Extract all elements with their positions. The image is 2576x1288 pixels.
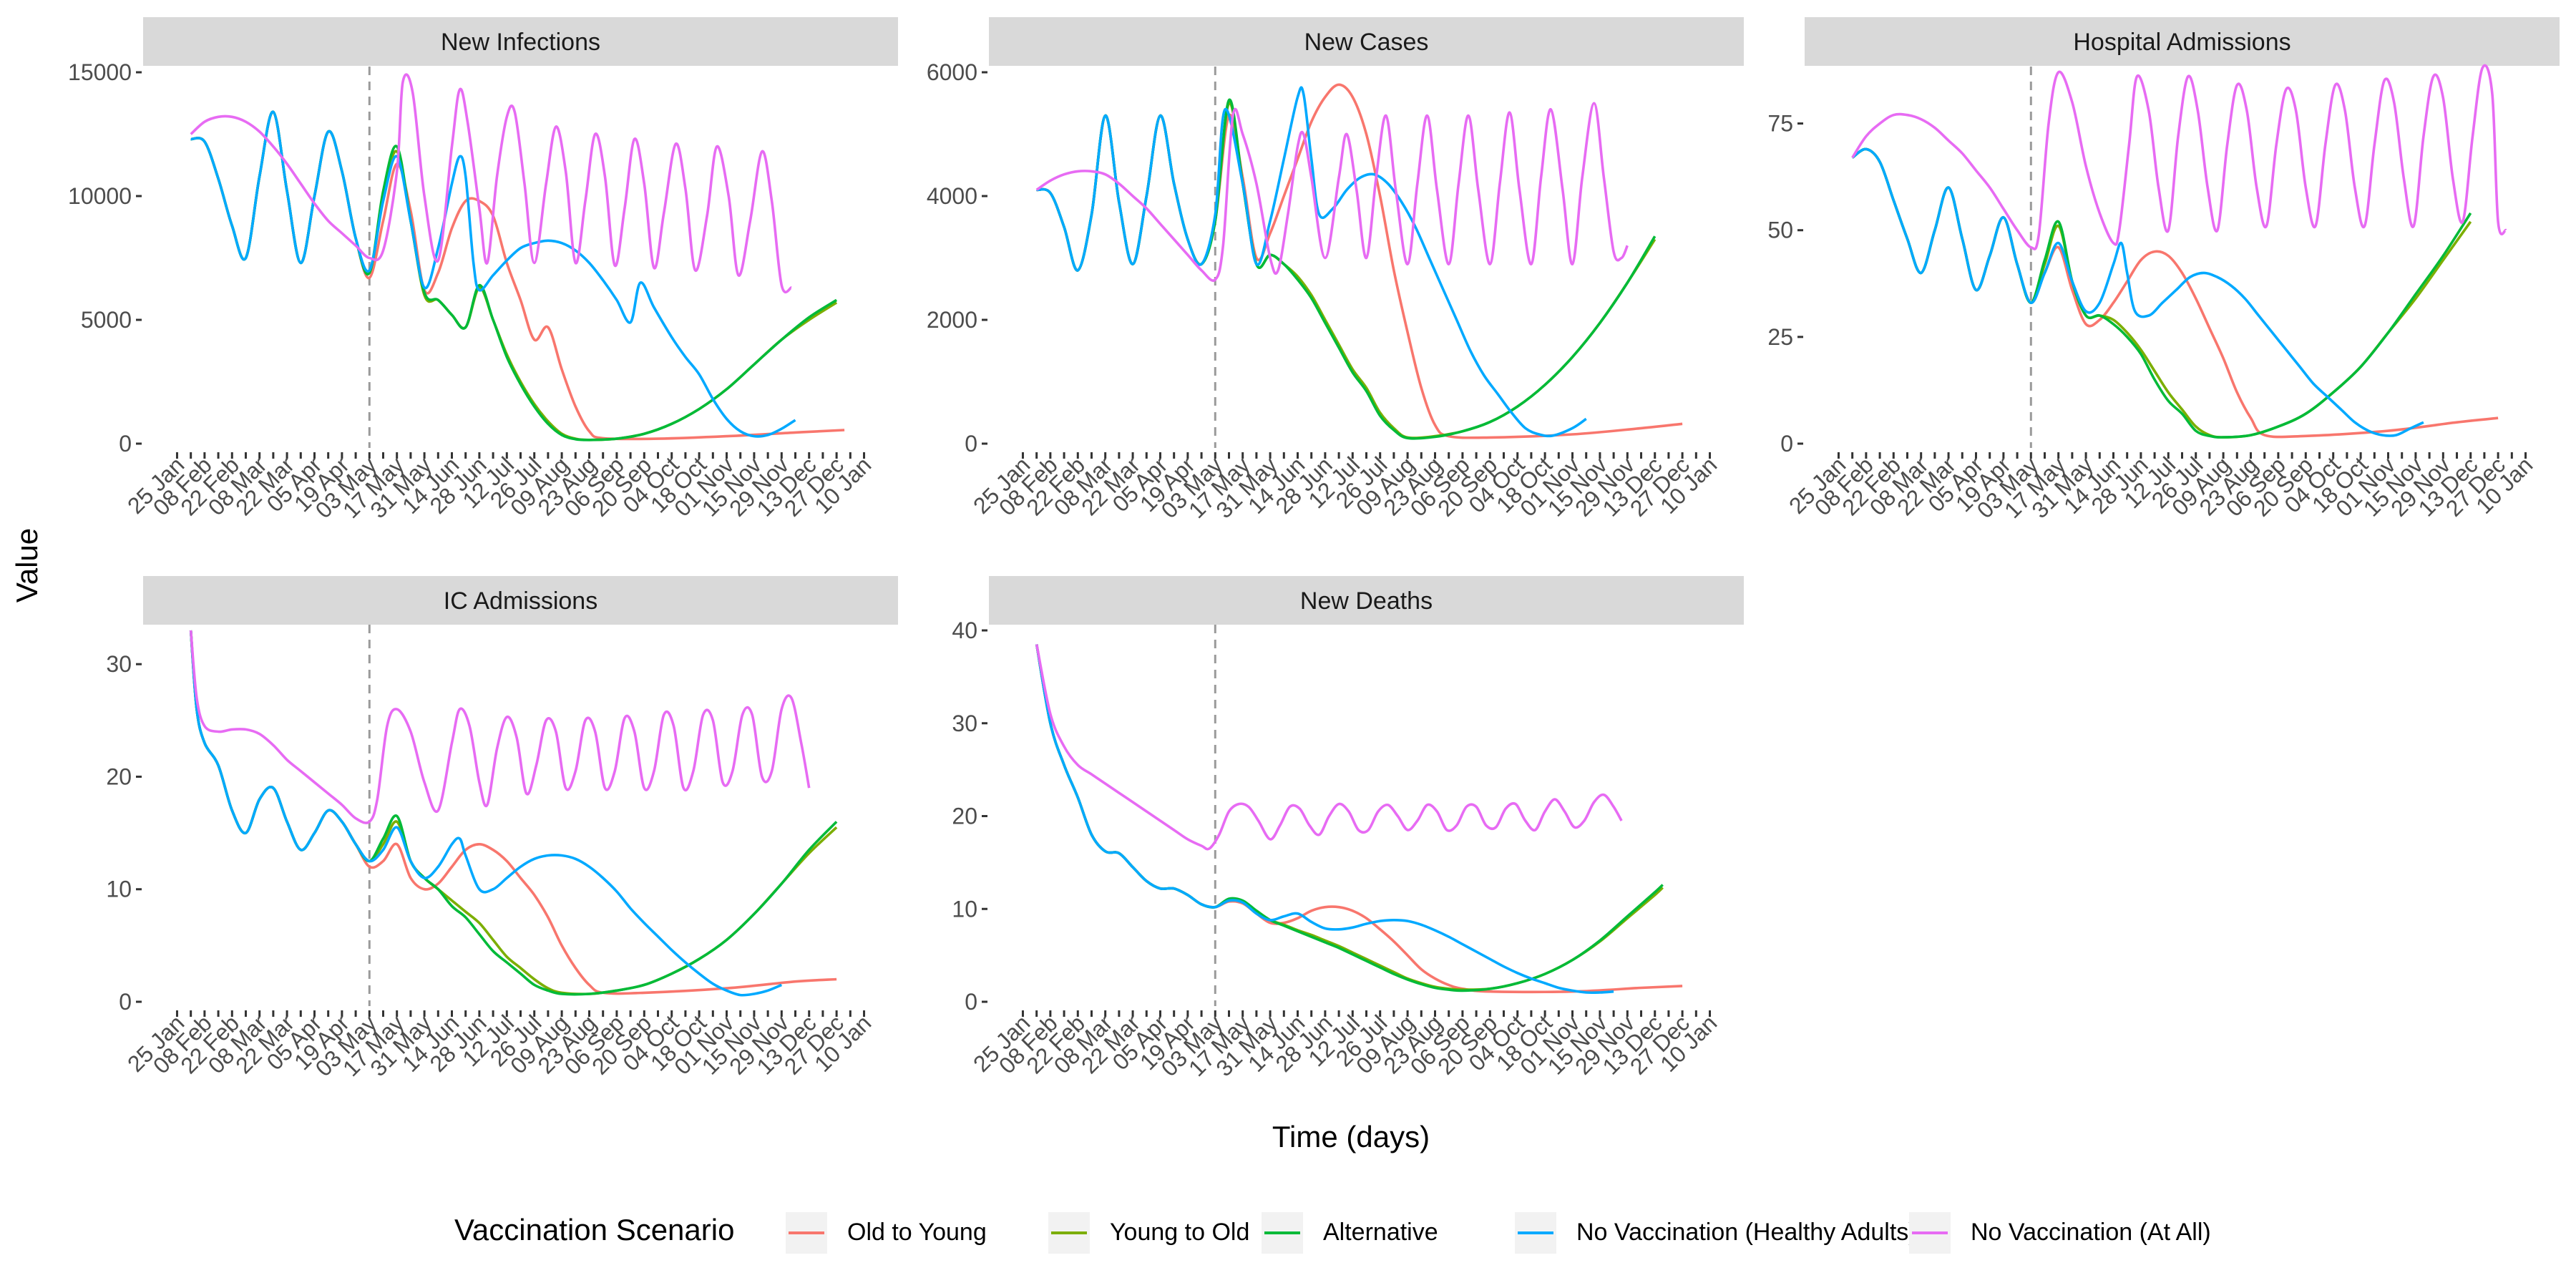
x-axis-title: Time (days): [1272, 1120, 1430, 1153]
legend-label: No Vaccination (At All): [1971, 1219, 2211, 1246]
series-line-no-vaccination-healthy-adults: [190, 110, 796, 438]
series-group: [1851, 64, 2507, 439]
panel-title: Hospital Admissions: [2073, 29, 2290, 56]
y-tick-label: 0: [119, 431, 132, 457]
y-tick-label: 0: [965, 431, 977, 457]
series-line-alternative: [1036, 98, 1657, 440]
series-group: [1035, 644, 1683, 995]
series-line-no-vaccination-healthy-adults: [1035, 644, 1614, 995]
panel-strip: [989, 576, 1744, 625]
series-group: [189, 630, 838, 997]
series-line-no-vaccination-at-all: [1035, 102, 1629, 282]
y-tick-label: 5000: [81, 307, 132, 333]
y-axis: 0 5000 10000 15000: [68, 59, 142, 457]
y-tick-label: 20: [106, 763, 132, 789]
series-line-old-to-young: [1036, 83, 1683, 439]
y-axis: 0 25 50 75: [1767, 111, 1803, 457]
y-tick-label: 2000: [927, 307, 977, 333]
panel-strip: [989, 17, 1744, 66]
panel-strip: [1805, 17, 2560, 66]
legend-item-alternative: Alternative: [1262, 1212, 1438, 1254]
panel-strip: [143, 17, 898, 66]
panel-title: New Infections: [441, 29, 600, 56]
series-line-young-to-old: [1036, 102, 1657, 439]
legend-label: Alternative: [1323, 1219, 1438, 1246]
y-tick-label: 15000: [68, 59, 132, 85]
y-tick-label: 10: [952, 896, 977, 922]
legend-label: Old to Young: [847, 1219, 987, 1246]
series-line-old-to-young: [1851, 147, 2499, 439]
series-line-no-vaccination-healthy-adults: [189, 630, 782, 997]
series-line-alternative: [189, 630, 838, 996]
legend-item-no-vaccination-healthy-adults: No Vaccination (Healthy Adults): [1515, 1212, 1917, 1254]
y-tick-label: 0: [1780, 431, 1793, 457]
y-tick-label: 4000: [927, 183, 977, 209]
series-line-young-to-old: [189, 630, 838, 995]
series-line-old-to-young: [189, 630, 837, 995]
series-line-old-to-young: [190, 110, 845, 441]
y-tick-label: 30: [952, 711, 977, 736]
series-line-no-vaccination-at-all: [189, 630, 811, 824]
y-axis: 0 2000 4000 6000: [927, 59, 987, 457]
panel-title: New Deaths: [1300, 587, 1433, 615]
y-tick-label: 10: [106, 877, 132, 902]
series-line-no-vaccination-at-all: [1851, 64, 2507, 250]
series-line-no-vaccination-at-all: [1035, 644, 1623, 851]
panel-title: New Cases: [1304, 29, 1429, 56]
y-tick-label: 25: [1767, 324, 1793, 350]
y-tick-label: 30: [106, 651, 132, 677]
legend-label: No Vaccination (Healthy Adults): [1576, 1219, 1917, 1246]
y-tick-label: 0: [119, 989, 132, 1015]
series-line-no-vaccination-healthy-adults: [1851, 147, 2424, 437]
panel-strip: [143, 576, 898, 625]
y-axis: 0 10 20 30 40: [952, 618, 987, 1015]
y-tick-label: 40: [952, 618, 977, 643]
y-axis: 0 10 20 30: [106, 651, 142, 1015]
y-tick-label: 6000: [927, 59, 977, 85]
series-group: [190, 73, 845, 441]
series-line-no-vaccination-healthy-adults: [1036, 86, 1587, 438]
legend-item-old-to-young: Old to Young: [786, 1212, 987, 1254]
series-line-no-vaccination-at-all: [190, 73, 793, 294]
legend-label: Young to Old: [1110, 1219, 1249, 1246]
y-tick-label: 20: [952, 804, 977, 829]
legend-items: Old to Young Young to Old Alternative No Va…: [786, 1212, 2211, 1254]
series-group: [1035, 83, 1683, 440]
legend-title: Vaccination Scenario: [454, 1213, 734, 1246]
panel-title: IC Admissions: [444, 587, 597, 615]
y-tick-label: 50: [1767, 218, 1793, 243]
y-tick-label: 0: [965, 989, 977, 1015]
legend-item-young-to-old: Young to Old: [1048, 1212, 1249, 1254]
y-tick-label: 75: [1767, 111, 1793, 137]
legend-item-no-vaccination-at-all: No Vaccination (At All): [1909, 1212, 2211, 1254]
legend: Vaccination Scenario Old to Young Young t…: [454, 1212, 2211, 1254]
y-tick-label: 10000: [68, 183, 132, 209]
y-axis-title: Value: [10, 528, 44, 602]
